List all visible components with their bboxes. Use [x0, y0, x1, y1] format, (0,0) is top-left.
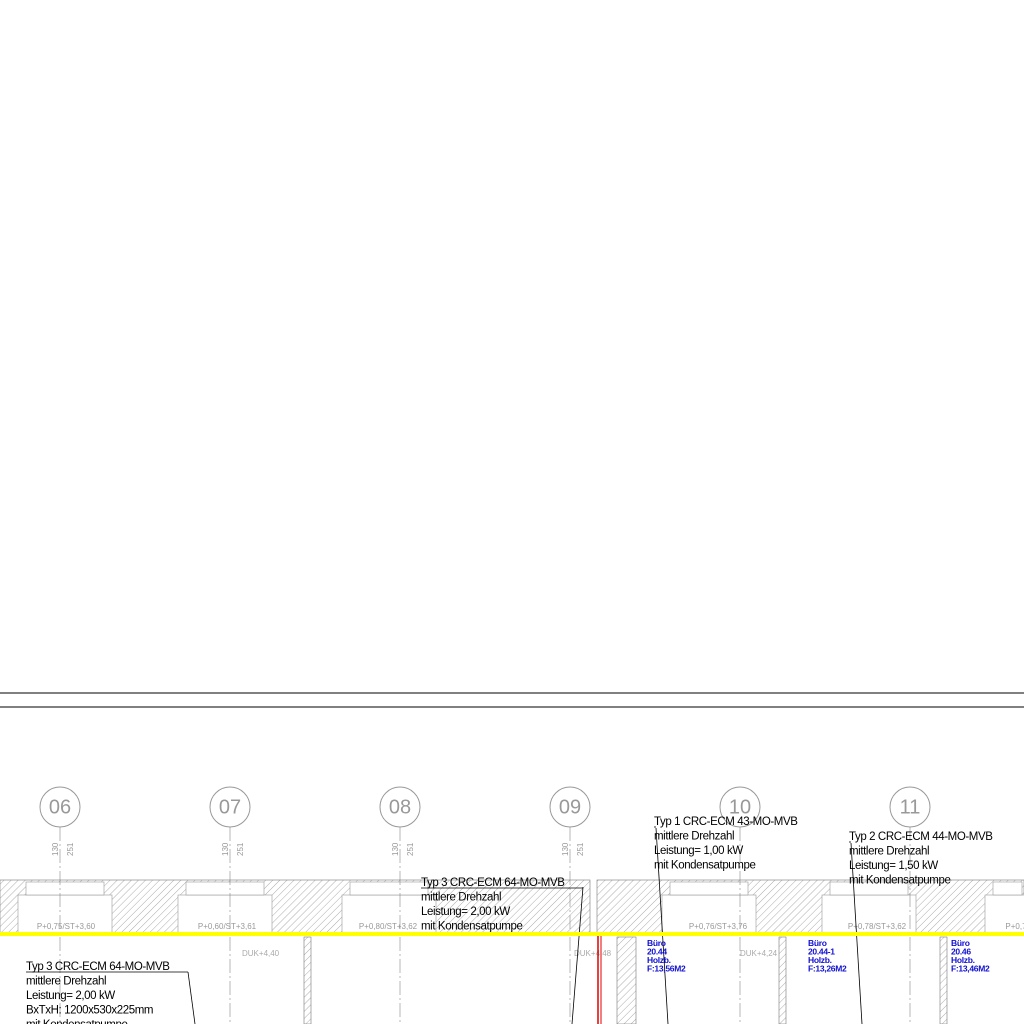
grid-label: 09 [559, 796, 581, 818]
window-sill [829, 881, 909, 896]
room-label: 20.46 [951, 947, 971, 957]
window-opening [661, 894, 757, 934]
window-sill [349, 881, 429, 896]
annotation-text: mittlere Drehzahl [26, 976, 106, 988]
annotation-text: mittlere Drehzahl [654, 831, 734, 843]
duk-label: DUK+4,24 [740, 949, 778, 958]
grid-label: 07 [219, 796, 241, 818]
wall [939, 936, 948, 1024]
annotation-text: mittlere Drehzahl [421, 892, 501, 904]
axis-bubble [549, 786, 591, 828]
room-label: F:13,26M2 [808, 964, 847, 974]
window-label: P+0,7 [1005, 922, 1024, 931]
dim-label: 251 [236, 842, 245, 856]
axis-bubble [379, 786, 421, 828]
window-sill [992, 881, 1023, 896]
window-opening [821, 894, 917, 934]
window-sill [669, 881, 749, 896]
room-label: 20.44 [647, 947, 667, 957]
layer: 06 07 08 09 10 11 130 251 130 251 130 251 130 251 P+0,… [17, 786, 1024, 1024]
wall [778, 936, 787, 1024]
leader-line [187, 971, 196, 1024]
annotation-text: Leistung= 1,50 kW [849, 860, 938, 872]
annotation-text: Leistung= 2,00 kW [26, 990, 115, 1002]
annotation-text: mit Kondensatpumpe [654, 860, 755, 872]
window-sill [185, 881, 265, 896]
annotation-text: Leistung= 2,00 kW [421, 906, 510, 918]
dim-label: 251 [576, 842, 585, 856]
dim-label: 130 [221, 842, 230, 856]
room-label: Holzb. [951, 955, 975, 965]
leader-line [571, 886, 584, 1024]
room-label: Büro [951, 938, 970, 948]
annotation-text: mit Kondensatpumpe [421, 921, 522, 933]
annotation-text: Typ 2 CRC-ECM 44-MO-MVB [849, 831, 993, 843]
room-label: 20.44-1 [808, 947, 835, 957]
window-label: P+0,60/ST+3,61 [198, 922, 257, 931]
duk-label: DUK+4,40 [242, 949, 280, 958]
grid-label: 08 [389, 796, 411, 818]
grid-label: 10 [729, 796, 751, 818]
room-label: Holzb. [808, 955, 832, 965]
grid-label: 06 [49, 796, 71, 818]
window-label: P+0,78/ST+3,62 [848, 922, 907, 931]
window-label: P+0,80/ST+3,62 [359, 922, 418, 931]
grid-label: 11 [900, 796, 921, 818]
window-opening [177, 894, 273, 934]
room-label: F:13,56M2 [647, 964, 686, 974]
annotation-text: mittlere Drehzahl [849, 846, 929, 858]
annotation-text: BxTxH: 1200x530x225mm [26, 1005, 153, 1017]
room-label: F:13,46M2 [951, 964, 990, 974]
dim-label: 130 [561, 842, 570, 856]
axis-bubble [209, 786, 251, 828]
annotation-text: Typ 1 CRC-ECM 43-MO-MVB [654, 816, 798, 828]
annotation-text: mit Kondensatpumpe [26, 1019, 127, 1024]
annotation-text: Leistung= 1,00 kW [654, 845, 743, 857]
room-label: Büro [808, 938, 827, 948]
axis-bubble [39, 786, 81, 828]
duk-label: DUK+4,48 [574, 949, 612, 958]
dim-label: 251 [406, 842, 415, 856]
dim-label: 251 [66, 842, 75, 856]
dim-label: 130 [391, 842, 400, 856]
annotation-text: Typ 3 CRC-ECM 64-MO-MVB [421, 877, 565, 889]
window-sill [25, 881, 105, 896]
annotation-text: Typ 3 CRC-ECM 64-MO-MVB [26, 961, 170, 973]
room-label: Holzb. [647, 955, 671, 965]
axis-bubble [719, 786, 761, 828]
dim-label: 130 [51, 842, 60, 856]
wall [616, 936, 637, 1024]
window-label: P+0,75/ST+3,60 [37, 922, 96, 931]
room-label: Büro [647, 938, 666, 948]
window-label: P+0,76/ST+3,76 [689, 922, 748, 931]
leader-line [655, 827, 669, 1024]
wall [303, 936, 312, 1024]
annotation-text: mit Kondensatpumpe [849, 875, 950, 887]
axis-bubble [889, 786, 931, 828]
